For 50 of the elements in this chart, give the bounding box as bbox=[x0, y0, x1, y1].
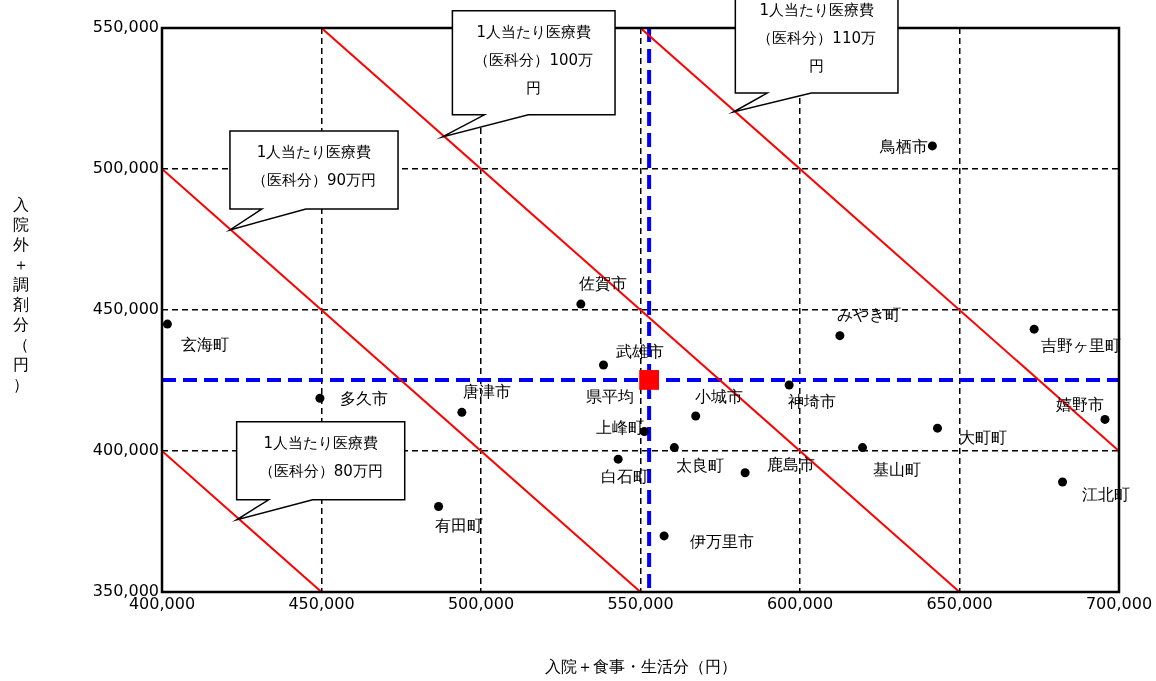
x-tick-label: 700,000 bbox=[1085, 593, 1153, 613]
data-label: 鳥栖市 bbox=[879, 137, 929, 157]
x-tick-label: 450,000 bbox=[288, 593, 355, 613]
series-label: 県平均 bbox=[586, 387, 635, 407]
data-label: 小城市 bbox=[694, 387, 743, 407]
data-label: 伊万里市 bbox=[690, 532, 755, 552]
point bbox=[784, 380, 794, 390]
point bbox=[669, 443, 679, 453]
point bbox=[858, 443, 868, 453]
point bbox=[659, 531, 669, 541]
data-label: 太良町 bbox=[676, 455, 725, 475]
x-axis-title: 入院＋食事・生活分（円） bbox=[544, 656, 737, 676]
x-tick-label: 600,000 bbox=[766, 593, 834, 613]
y-tick-label: 500,000 bbox=[92, 158, 159, 178]
annotation: 1人当たり医療費（医科分）100万円 bbox=[474, 22, 594, 97]
data-label: 大町町 bbox=[959, 428, 1008, 448]
point bbox=[927, 141, 937, 151]
text: 入院外＋調剤分（円） bbox=[12, 195, 29, 394]
data-label: 玄海町 bbox=[181, 335, 230, 355]
data-label: 多久市 bbox=[339, 389, 388, 409]
point bbox=[1029, 324, 1039, 334]
data-label: 鹿島市 bbox=[767, 454, 816, 474]
point bbox=[613, 454, 623, 464]
point bbox=[576, 299, 586, 309]
annotation: 1人当たり医療費（医科分）90万円 bbox=[251, 142, 377, 189]
annotation: 1人当たり医療費（医科分）80万円 bbox=[258, 433, 383, 480]
point bbox=[599, 360, 608, 370]
point bbox=[162, 319, 172, 329]
x-tick-label: 650,000 bbox=[926, 593, 993, 613]
point bbox=[740, 468, 750, 478]
point bbox=[932, 423, 942, 433]
point bbox=[1100, 414, 1110, 424]
point bbox=[639, 370, 660, 390]
point bbox=[315, 393, 325, 403]
y-tick-label: 400,000 bbox=[92, 440, 159, 460]
point bbox=[1058, 477, 1068, 487]
data-label: 佐賀市 bbox=[578, 274, 627, 294]
data-label: 基山町 bbox=[872, 459, 921, 479]
point bbox=[434, 502, 444, 512]
y-tick-label: 450,000 bbox=[92, 299, 159, 319]
annotation: 1人当たり医療費（医科分）110万円 bbox=[757, 0, 876, 75]
x-tick-label: 500,000 bbox=[447, 593, 515, 613]
point bbox=[457, 407, 467, 417]
x-tick-label: 550,000 bbox=[607, 593, 674, 613]
data-label: 有田町 bbox=[434, 515, 483, 535]
y-tick-label: 550,000 bbox=[92, 17, 159, 37]
data-label: 上峰町 bbox=[596, 417, 645, 437]
data-label: 神埼市 bbox=[788, 392, 837, 412]
point bbox=[835, 331, 845, 341]
point bbox=[691, 411, 701, 421]
